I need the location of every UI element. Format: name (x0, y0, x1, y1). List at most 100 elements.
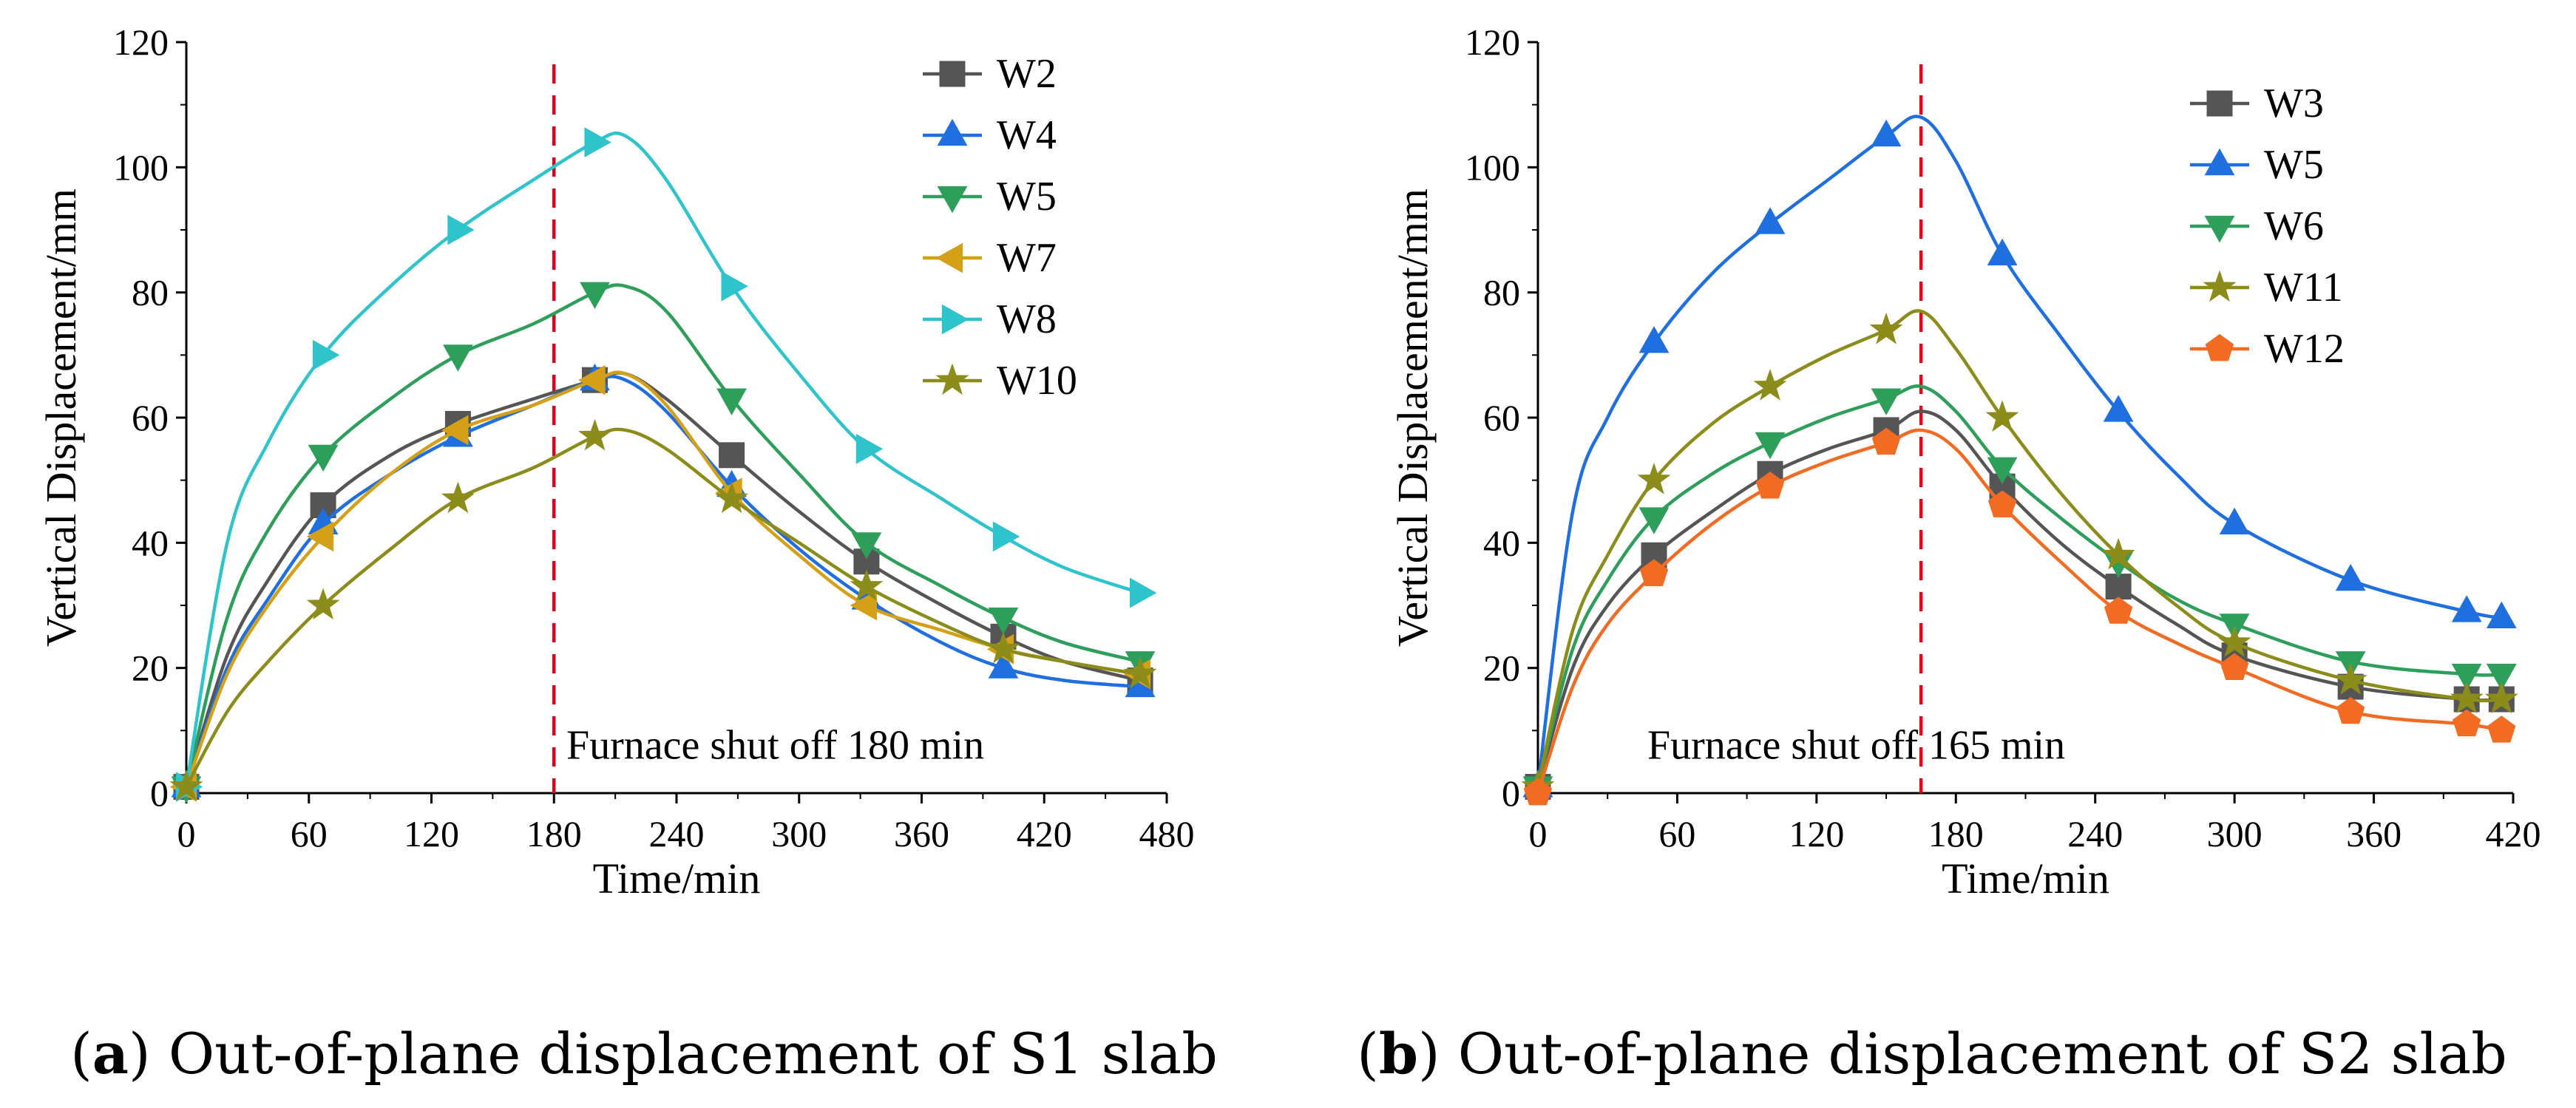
legend-label-W6: W6 (2264, 203, 2324, 249)
legend-label-W4: W4 (997, 112, 1057, 158)
data-point-W11 (1985, 400, 2019, 432)
data-point-W8 (1129, 577, 1157, 608)
y-tick-label: 60 (132, 397, 169, 438)
legend-label-W2: W2 (997, 51, 1057, 97)
legend-marker-W10 (935, 363, 969, 395)
data-point-W10 (715, 481, 749, 514)
legend-label-W11: W11 (2264, 265, 2343, 310)
furnace-shutoff-annotation: Furnace shut off 165 min (1647, 722, 2065, 768)
series-W5 (1522, 115, 2517, 798)
legend-marker-W8 (941, 304, 969, 335)
caption-b: (b) Out-of-plane displacement of S2 slab (1357, 1020, 2507, 1087)
data-point-W5 (2486, 601, 2517, 629)
data-point-W5 (2103, 395, 2134, 422)
legend-marker-W2 (939, 61, 966, 87)
data-point-W11 (1869, 312, 1903, 344)
legend-label-W12: W12 (2264, 326, 2345, 372)
y-tick-label: 20 (132, 648, 169, 689)
x-tick-label: 120 (404, 813, 459, 854)
series-W12 (1523, 427, 2516, 806)
legend-marker-W4 (937, 118, 968, 146)
chart-panel-b: 0 60 120 180 240 300 360 420 0 20 40 60 80 100 120 Time… (1389, 21, 2541, 903)
series-line-W3 (1536, 409, 2504, 789)
data-point-W11 (2101, 537, 2135, 570)
data-point-W12 (1755, 471, 1785, 499)
legend: W3 W5 W6 W11 W12 (2190, 81, 2345, 372)
data-point-W11 (2333, 662, 2367, 695)
y-axis-label: Vertical Displacement/mm (37, 188, 85, 647)
data-point-W12 (1987, 490, 2017, 517)
x-tick-label: 240 (649, 813, 705, 854)
series-W11 (1521, 309, 2518, 801)
data-point-W5 (1755, 207, 1786, 234)
data-point-W12 (2453, 709, 2481, 737)
x-tick-label: 420 (2486, 813, 2541, 854)
y-axis-label: Vertical Displacement/mm (1389, 188, 1437, 647)
x-tick-label: 420 (1017, 813, 1072, 854)
x-tick-label: 480 (1139, 813, 1195, 854)
legend-marker-W11 (2203, 270, 2237, 302)
series-line-W6 (1536, 384, 2504, 789)
y-tick-label: 80 (1483, 272, 1520, 313)
data-point-W12 (2336, 696, 2365, 724)
furnace-shutoff-annotation: Furnace shut off 180 min (566, 722, 984, 768)
data-point-W12 (1871, 427, 1901, 455)
data-point-W12 (1639, 559, 1669, 586)
series-line-W8 (184, 131, 1142, 789)
data-point-W6 (1755, 432, 1786, 460)
x-tick-label: 180 (526, 813, 582, 854)
data-point-W11 (2484, 682, 2518, 714)
chart-panel-a: 0 60 120 180 240 300 360 420 480 0 20 40 60 80 100 120 T… (37, 21, 1195, 903)
data-point-W7 (306, 521, 334, 552)
legend-label-W7: W7 (997, 235, 1057, 281)
data-point-W7 (578, 364, 606, 395)
legend: W2 W4 W5 W7 W8 W10 (923, 51, 1077, 404)
x-tick-label: 0 (177, 813, 196, 854)
data-point-W5 (851, 532, 882, 560)
data-point-W10 (306, 588, 340, 620)
x-tick-label: 360 (2346, 813, 2402, 854)
series-W6 (1522, 384, 2517, 803)
data-point-W10 (850, 568, 884, 601)
data-point-W5 (1638, 326, 1670, 353)
data-point-W10 (169, 769, 203, 801)
data-point-W7 (441, 415, 469, 446)
x-tick-label: 360 (894, 813, 949, 854)
data-point-W6 (1638, 507, 1670, 534)
legend-label-W3: W3 (2264, 81, 2324, 126)
legend-marker-W3 (2206, 90, 2233, 117)
legend-label-W5: W5 (2264, 142, 2324, 188)
data-point-W11 (1753, 369, 1787, 401)
data-point-W6 (2486, 664, 2517, 691)
caption-b-text: Out-of-plane displacement of S2 slab (1457, 1020, 2507, 1087)
series-W10 (169, 418, 1157, 801)
series-line-W10 (184, 427, 1142, 789)
data-point-W8 (992, 521, 1020, 552)
data-point-W10 (441, 481, 475, 514)
y-tick-label: 40 (132, 522, 169, 563)
legend-label-W5: W5 (997, 174, 1057, 220)
series-line-W4 (184, 375, 1142, 789)
data-point-W5 (716, 388, 747, 415)
series-W8 (175, 127, 1157, 802)
y-tick-label: 80 (132, 272, 169, 313)
legend-marker-W7 (935, 242, 963, 273)
data-point-W10 (578, 418, 611, 451)
panel-label-a: a (92, 1020, 129, 1087)
data-point-W5 (1871, 119, 1902, 147)
legend-marker-W5 (2204, 148, 2235, 176)
data-point-W8 (721, 271, 748, 302)
y-tick-label: 60 (1483, 397, 1520, 438)
data-point-W5 (443, 344, 473, 372)
data-point-W5 (580, 282, 610, 309)
y-tick-label: 100 (113, 146, 169, 188)
data-point-W10 (1123, 656, 1157, 689)
data-point-W11 (2450, 682, 2484, 714)
y-tick-label: 100 (1465, 146, 1520, 188)
data-point-W7 (850, 590, 878, 621)
legend-label-W8: W8 (997, 296, 1057, 342)
series-line-W7 (184, 370, 1142, 789)
data-point-W11 (1637, 463, 1671, 494)
data-point-W8 (584, 127, 611, 157)
